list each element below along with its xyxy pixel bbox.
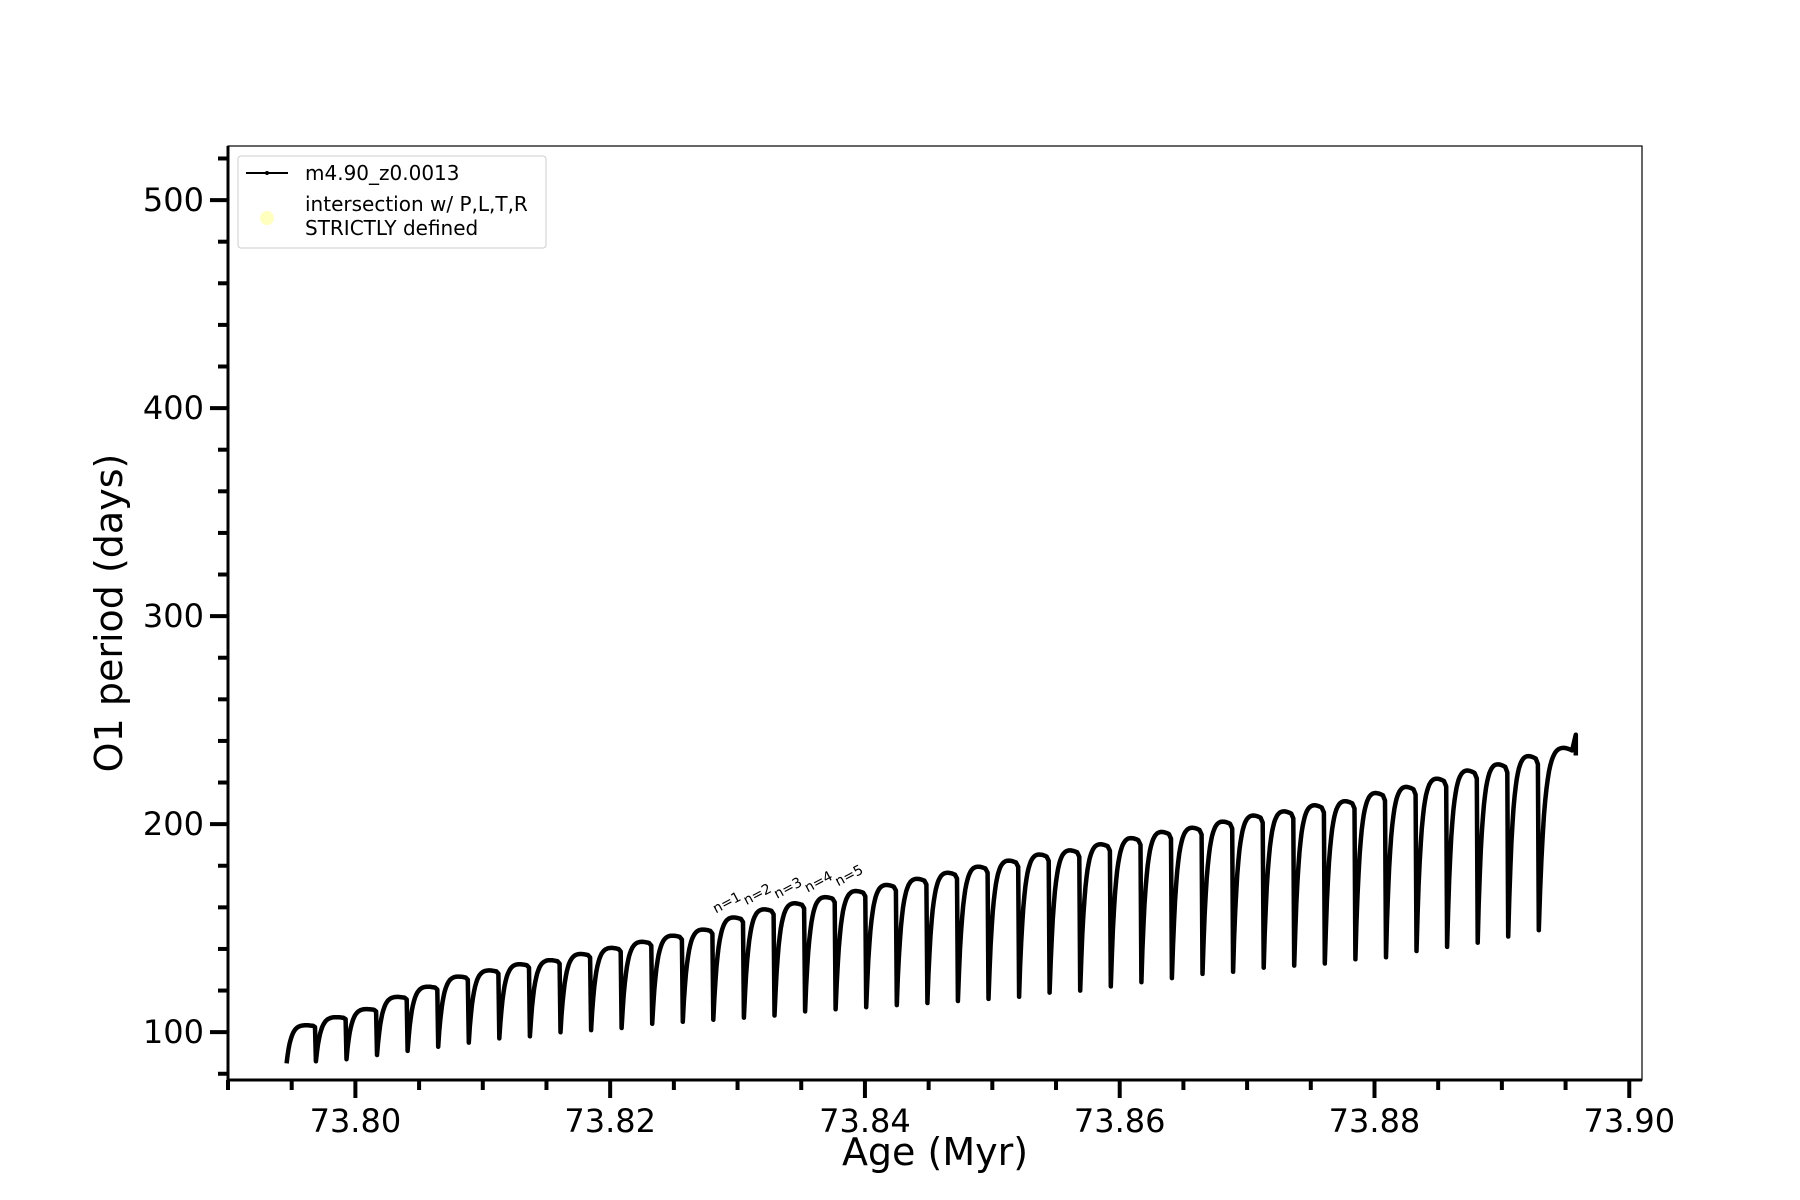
legend-label-line: STRICTLY defined xyxy=(305,216,478,240)
x-axis: 73.80 73.82 73.84 73.86 73.88 73.90 xyxy=(226,1080,1675,1140)
y-tick-label: 400 xyxy=(143,389,204,427)
x-tick-label: 73.82 xyxy=(564,1102,656,1140)
legend-box xyxy=(237,155,547,249)
x-tick-label: 73.80 xyxy=(310,1102,402,1140)
legend-line-dot xyxy=(265,171,269,175)
legend-label-series: m4.90_z0.0013 xyxy=(305,161,460,185)
legend: m4.90_z0.0013 intersection w/ P,L,T,R STR… xyxy=(237,155,547,249)
y-tick-label: 300 xyxy=(143,597,204,635)
x-tick-label: 73.86 xyxy=(1074,1102,1166,1140)
legend-circle-marker xyxy=(260,211,274,225)
y-axis: 100 200 300 400 500 xyxy=(143,156,228,1076)
y-tick-label: 500 xyxy=(143,181,204,219)
legend-label-intersection: intersection w/ P,L,T,R STRICTLY defined xyxy=(305,192,528,240)
x-axis-title: Age (Myr) xyxy=(842,1130,1028,1174)
y-tick-label: 100 xyxy=(143,1013,204,1051)
series-line-m4-90 xyxy=(284,732,1579,1064)
x-tick-label: 73.84 xyxy=(819,1102,911,1140)
x-tick-label: 73.88 xyxy=(1329,1102,1421,1140)
series-layer xyxy=(284,732,1579,1064)
x-tick-label: 73.90 xyxy=(1583,1102,1675,1140)
y-tick-label: 200 xyxy=(143,805,204,843)
y-axis-title: O1 period (days) xyxy=(87,454,131,773)
legend-label-line: intersection w/ P,L,T,R xyxy=(305,192,528,216)
